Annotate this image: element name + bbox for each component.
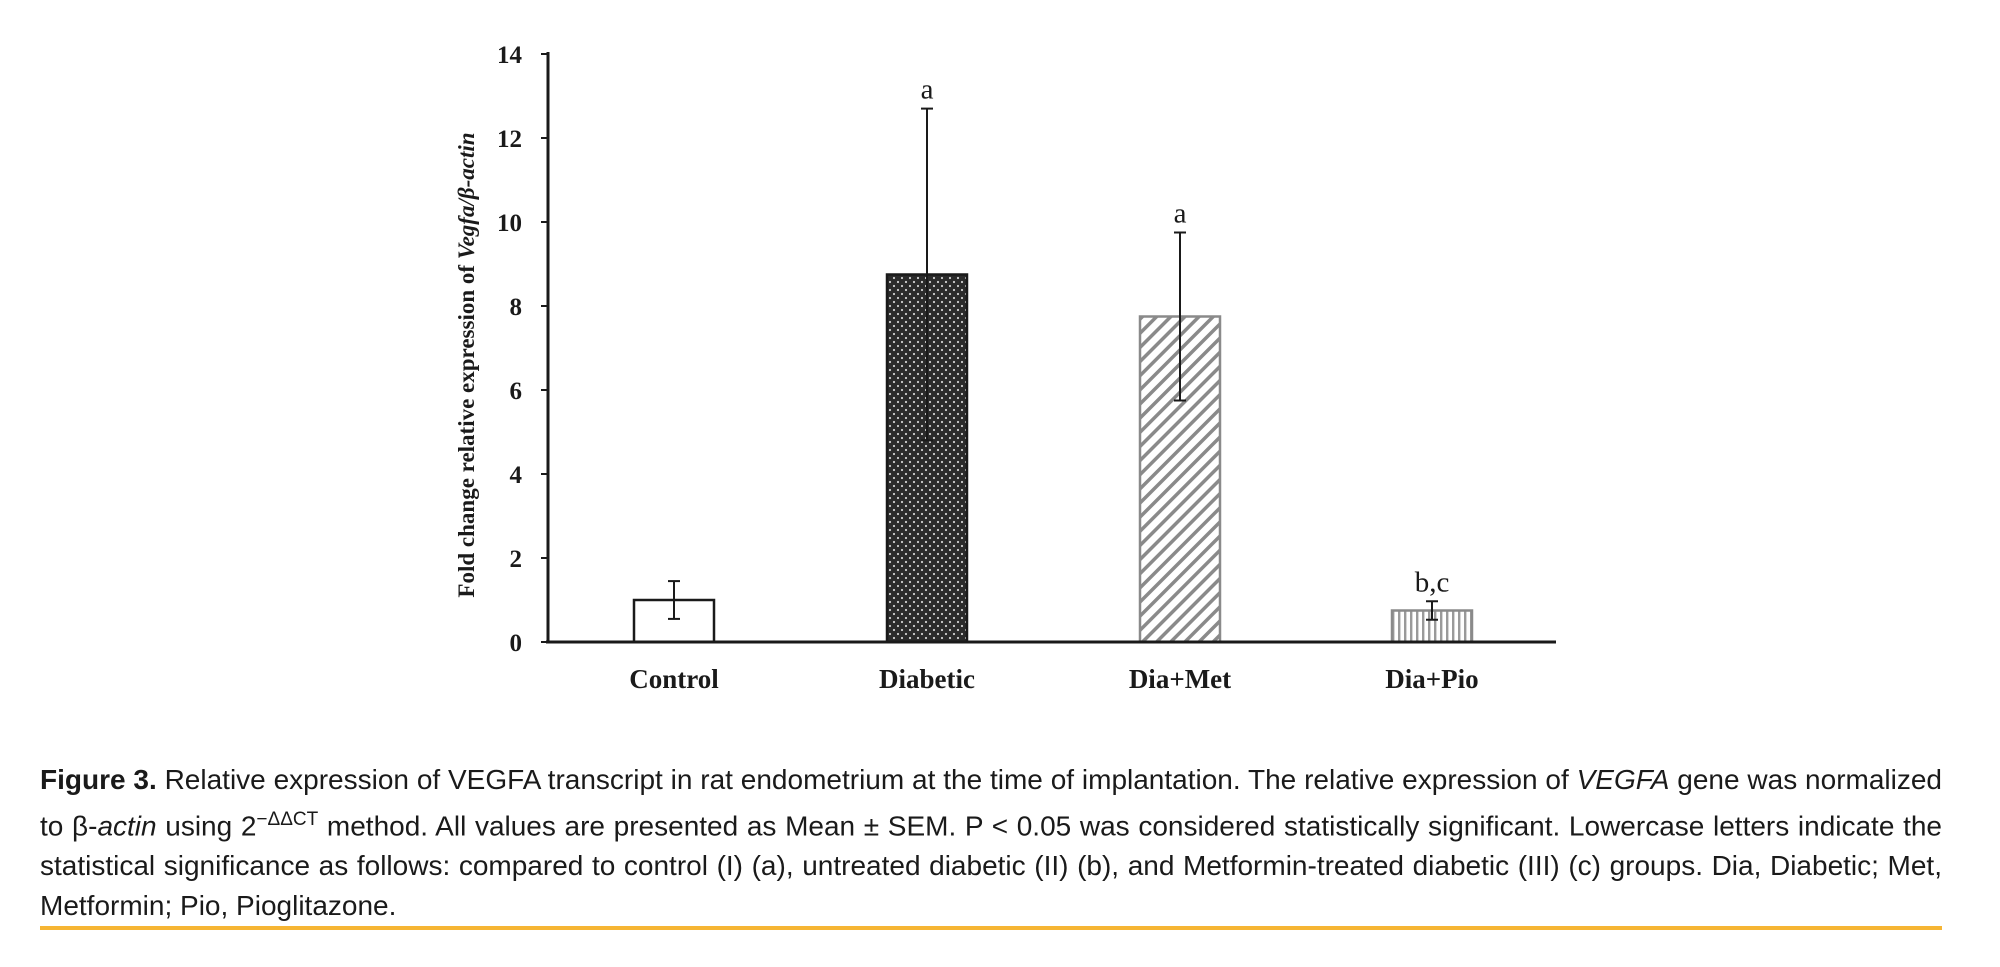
y-tick-label: 0: [510, 630, 523, 657]
x-tick-label: Diabetic: [879, 664, 975, 694]
y-axis-label-gene: Vegfa/β-actin: [454, 132, 479, 259]
y-axis-label-prefix: Fold change relative expression of: [454, 259, 479, 597]
bar-chart: Fold change relative expression of Vegfa…: [454, 42, 1556, 694]
caption-superscript: −ΔΔCT: [256, 809, 319, 830]
caption-gene: VEGFA: [1576, 764, 1670, 795]
caption-text-1: Relative expression of VEGFA transcript …: [156, 764, 1577, 795]
significance-label: b,c: [1415, 566, 1450, 598]
y-tick-label: 4: [510, 462, 523, 489]
y-axis-label: Fold change relative expression of Vegfa…: [454, 132, 479, 597]
y-axis-ticks: 0 2 4 6 8 10 12 14: [497, 42, 548, 657]
y-tick-label: 12: [497, 126, 522, 153]
error-bars: [668, 107, 1438, 621]
significance-label: a: [1174, 198, 1187, 230]
y-tick-label: 6: [510, 378, 523, 405]
figure-caption: Figure 3. Relative expression of VEGFA t…: [40, 760, 1942, 926]
x-tick-label: Dia+Pio: [1385, 664, 1478, 694]
x-tick-label: Control: [629, 664, 719, 694]
caption-text-2: gene was normalized to β-: [40, 764, 1942, 842]
y-tick-label: 10: [497, 210, 522, 237]
divider-rule: [40, 926, 1942, 930]
x-tick-label: Dia+Met: [1129, 664, 1231, 694]
caption-text-4: method. All values are presented as Mean…: [40, 810, 1942, 922]
caption-text-3: using 2: [156, 810, 257, 842]
significance-labels: a a b,c: [921, 74, 1450, 599]
x-axis-labels: Control Diabetic Dia+Met Dia+Pio: [629, 664, 1478, 694]
bars: [632, 273, 1474, 644]
significance-label: a: [921, 74, 934, 106]
caption-actin: actin: [97, 810, 157, 842]
caption-label: Figure 3.: [40, 764, 157, 795]
y-tick-label: 2: [510, 546, 523, 573]
y-tick-label: 14: [497, 42, 523, 69]
y-tick-label: 8: [510, 294, 523, 321]
